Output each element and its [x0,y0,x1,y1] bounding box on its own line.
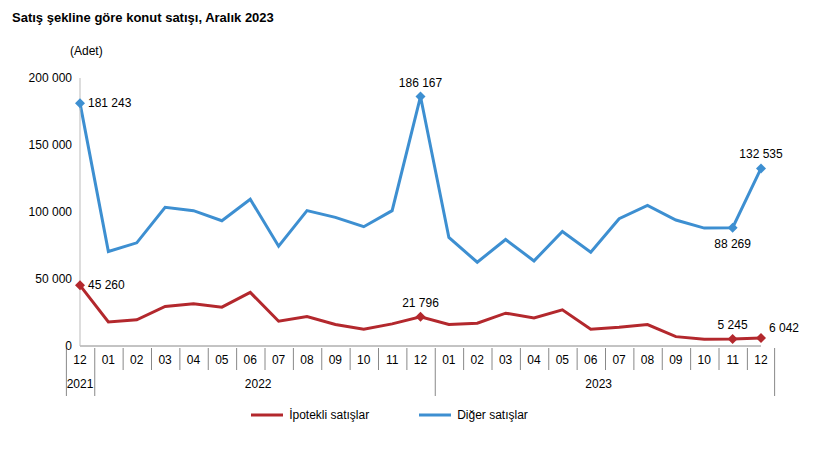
svg-text:09: 09 [669,353,683,367]
svg-text:11: 11 [386,353,399,367]
svg-text:05: 05 [215,353,229,367]
svg-text:150 000: 150 000 [29,138,73,152]
svg-text:02: 02 [471,353,485,367]
svg-text:10: 10 [357,353,371,367]
svg-text:01: 01 [102,353,116,367]
svg-text:05: 05 [556,353,570,367]
html-text:Satış şekline göre konut satış: Satış şekline göre konut satışı, Aralık … [12,10,274,25]
svg-text:11: 11 [726,353,739,367]
svg-text:21 796: 21 796 [402,296,439,310]
svg-text:0: 0 [65,339,72,353]
svg-text:03: 03 [158,353,172,367]
svg-text:04: 04 [527,353,541,367]
svg-text:07: 07 [612,353,626,367]
svg-text:08: 08 [300,353,314,367]
svg-text:07: 07 [272,353,286,367]
svg-text:2023: 2023 [585,377,612,391]
svg-text:09: 09 [329,353,343,367]
html-text:(Adet): (Adet) [70,44,103,58]
svg-text:06: 06 [584,353,598,367]
svg-text:186 167: 186 167 [399,76,443,90]
svg-text:01: 01 [442,353,456,367]
svg-text:12: 12 [73,353,87,367]
svg-text:132 535: 132 535 [739,147,783,161]
svg-text:50 000: 50 000 [35,272,72,286]
svg-text:04: 04 [187,353,201,367]
svg-text:12: 12 [414,353,428,367]
svg-text:181 243: 181 243 [88,96,132,110]
html-text:İpotekli satışlar: İpotekli satışlar [289,408,370,422]
svg-text:2022: 2022 [245,377,272,391]
svg-text:06: 06 [244,353,258,367]
svg-text:5 245: 5 245 [718,318,748,332]
svg-text:200 000: 200 000 [29,71,73,85]
svg-text:45 260: 45 260 [88,278,125,292]
svg-text:03: 03 [499,353,513,367]
svg-text:2021: 2021 [67,377,94,391]
svg-text:10: 10 [698,353,712,367]
svg-text:12: 12 [754,353,768,367]
svg-text:08: 08 [641,353,655,367]
svg-text:6 042: 6 042 [769,321,799,335]
html-text:Diğer satışlar: Diğer satışlar [457,408,528,422]
svg-text:02: 02 [130,353,144,367]
svg-text:100 000: 100 000 [29,205,73,219]
svg-text:88 269: 88 269 [714,237,751,251]
